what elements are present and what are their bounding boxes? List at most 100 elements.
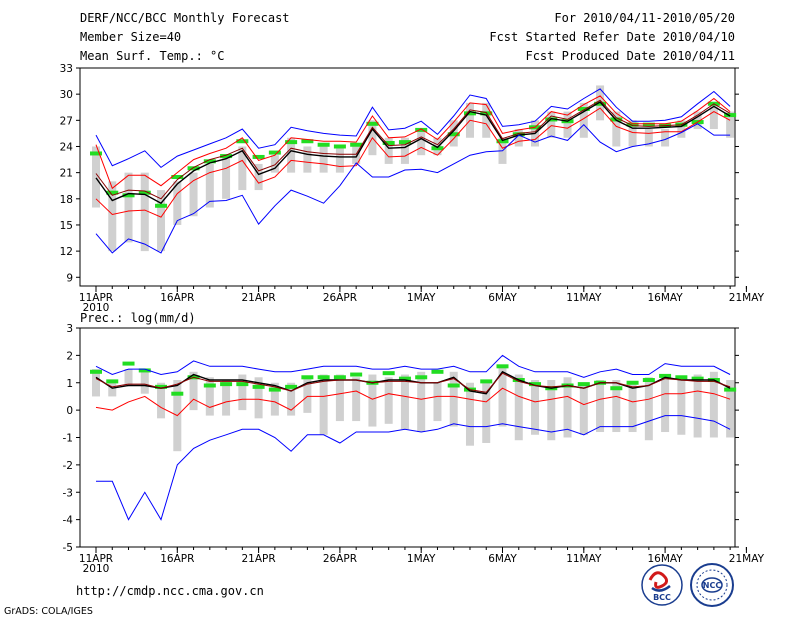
x-tick-label: 26APR: [323, 292, 357, 304]
clim-mark: [415, 375, 428, 380]
spread-box: [92, 146, 100, 208]
spread-box: [612, 380, 621, 433]
clim-mark: [301, 375, 314, 380]
series-spread-lo: [95, 387, 731, 417]
clim-mark: [333, 375, 346, 380]
chart-title: DERF/NCC/BCC Monthly Forecast: [80, 11, 290, 25]
clim-mark: [512, 132, 525, 137]
clim-mark: [285, 140, 298, 145]
x-tick-label: 11MAY: [566, 553, 602, 565]
source-url: http://cmdp.ncc.cma.gov.cn: [76, 584, 264, 598]
x-tick-label: 11MAY: [566, 292, 602, 304]
start-ref-date: Fcst Started Refer Date 2010/04/10: [489, 30, 735, 44]
spread-box: [303, 146, 312, 173]
clim-mark: [691, 376, 704, 381]
spread-box: [628, 120, 637, 147]
spread-box: [238, 146, 247, 191]
y-tick-label: 24: [60, 141, 74, 153]
clim-mark: [122, 193, 135, 198]
spread-box: [92, 369, 100, 397]
spread-box: [579, 382, 588, 435]
clim-mark: [626, 380, 639, 385]
clim-mark: [268, 387, 281, 392]
x-year-label: 2010: [83, 302, 110, 314]
spread-box: [384, 377, 393, 424]
y-tick-label: -1: [63, 433, 73, 445]
spread-box: [433, 382, 442, 422]
series-ensemble-min: [95, 123, 731, 254]
spread-box: [709, 102, 718, 130]
spread-box: [352, 146, 361, 164]
spread-box: [287, 137, 296, 173]
y-tick-label: 3: [66, 323, 73, 335]
spread-box: [270, 155, 279, 173]
clim-mark: [447, 132, 460, 137]
clim-mark: [724, 113, 737, 118]
clim-mark: [252, 384, 265, 389]
clim-mark: [268, 150, 281, 155]
clim-mark: [594, 101, 607, 106]
spread-box: [189, 172, 198, 217]
spread-box: [205, 163, 214, 208]
clim-mark: [203, 159, 216, 164]
series-ensemble-mean: [95, 101, 731, 205]
spread-box: [644, 377, 653, 441]
clim-mark: [220, 382, 233, 387]
x-tick-label: 21MAY: [729, 292, 765, 304]
clim-mark: [382, 371, 395, 376]
clim-mark: [610, 386, 623, 391]
variable-label: Mean Surf. Temp.: °C: [80, 49, 225, 63]
spread-box: [547, 111, 556, 138]
clim-mark: [285, 384, 298, 389]
clim-mark: [659, 373, 672, 378]
spread-box: [628, 382, 637, 433]
forecast-period: For 2010/04/11-2010/05/20: [554, 11, 735, 25]
series-ensemble-mean: [95, 370, 731, 395]
spread-box: [140, 172, 149, 252]
clim-mark: [220, 154, 233, 159]
spread-box: [709, 371, 718, 438]
clim-mark: [496, 139, 509, 144]
x-tick-label: 21APR: [242, 553, 276, 565]
spread-box: [157, 190, 166, 252]
spread-box: [368, 374, 377, 427]
clim-mark: [577, 106, 590, 111]
ncc-logo-text: NCC: [703, 581, 722, 590]
clim-mark: [350, 372, 363, 377]
clim-mark: [529, 382, 542, 387]
spread-box: [124, 172, 133, 243]
spread-box: [465, 382, 474, 446]
clim-mark: [463, 111, 476, 116]
spread-box: [254, 377, 263, 419]
x-tick-label: 6MAY: [488, 292, 517, 304]
clim-mark: [626, 122, 639, 127]
spread-box: [579, 102, 588, 138]
clim-mark: [252, 154, 265, 159]
spread-box: [319, 146, 328, 173]
spread-box: [677, 120, 686, 138]
clim-mark: [155, 203, 168, 208]
spread-box: [222, 155, 231, 199]
clim-mark: [398, 376, 411, 381]
spread-box: [417, 129, 426, 156]
spread-box: [238, 374, 247, 411]
clim-mark: [317, 142, 330, 147]
precip-title: Prec.: log(mm/d): [80, 311, 196, 325]
spread-box: [693, 374, 702, 438]
clim-mark: [106, 379, 119, 384]
spread-box: [222, 380, 231, 416]
spread-box: [596, 380, 605, 433]
clim-mark: [90, 151, 102, 156]
x-tick-label: 26APR: [323, 553, 357, 565]
clim-mark: [106, 190, 119, 195]
series-ensemble-min: [96, 415, 731, 521]
spread-box: [108, 181, 117, 252]
clim-mark: [577, 382, 590, 387]
y-tick-label: -5: [63, 542, 73, 554]
bcc-logo-text: BCC: [653, 593, 671, 602]
y-tick-label: -2: [63, 460, 73, 472]
spread-box: [726, 111, 735, 138]
precipitation-panel: -5 -4 -3 -2 -1 0 1 2 3 11APR 16APR 21APR 26APR 1MAY 6M…: [63, 323, 765, 575]
clim-mark: [447, 383, 460, 388]
